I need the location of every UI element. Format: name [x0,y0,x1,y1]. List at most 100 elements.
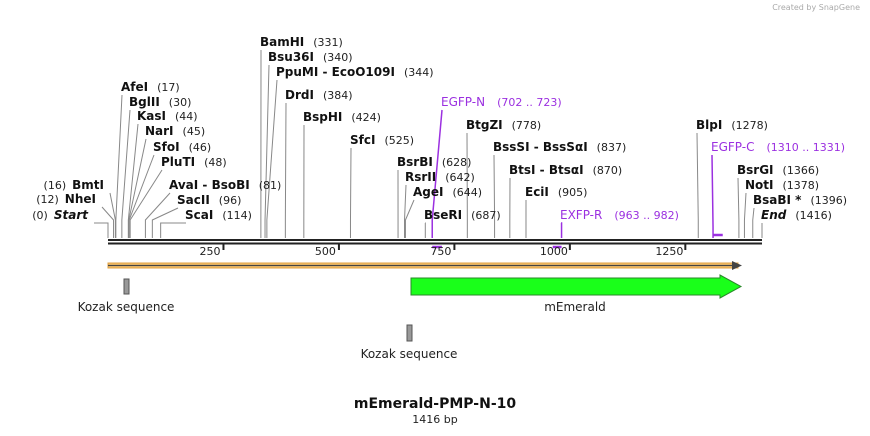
site-name: BsrGI [737,163,774,177]
site-bsrgi[interactable]: BsrGI (1366) [737,163,819,178]
site-bsrbi[interactable]: BsrBI (628) [397,155,471,170]
site-position: (384) [322,89,353,102]
memerald-feature [410,274,743,299]
site-name: AgeI [413,185,444,199]
primer-egfp-c[interactable]: EGFP-C (1310 .. 1331) [711,140,845,155]
site-bglii[interactable]: BglII (30) [129,95,191,110]
site-name: BtsI - BtsαI [509,163,584,177]
leader-line [264,64,270,238]
site-bseri[interactable]: BseRI (687) [424,208,501,223]
site-kasi[interactable]: KasI (44) [137,109,198,124]
site-name: BtgZI [466,118,503,132]
site-pluti[interactable]: PluTI (48) [161,155,227,170]
site-position: (48) [204,156,227,169]
leader-line [94,222,109,238]
scale-tick-label: 500 [314,245,336,258]
map-length: 1416 bp [412,413,458,426]
site-name: Bsu36I [268,50,314,64]
site-nari[interactable]: NarI (45) [145,124,205,139]
kozak-feature-2 [406,324,413,342]
site-position: (344) [403,66,434,79]
primer-exfp-r[interactable]: EXFP-R (963 .. 982) [560,208,679,223]
snapgene-credit: Created by SnapGene [772,3,860,12]
site-position: (44) [175,110,198,123]
site-position: (1366) [782,164,820,177]
site-name: DrdI [285,88,314,102]
primer-egfp-n[interactable]: EGFP-N (702 .. 723) [441,95,562,110]
site-avai-bsobi[interactable]: AvaI - BsoBI (81) [169,178,281,193]
site-position: (114) [222,209,252,222]
site-position: (45) [182,125,206,138]
site-bsabi[interactable]: BsaBI * (1396) [753,193,847,208]
site-name: NarI [145,124,174,138]
feature-label-kozak-2[interactable]: Kozak sequence [360,347,458,361]
site-position: (870) [592,164,623,177]
site-bamhi[interactable]: BamHI (331) [260,35,343,50]
site-name: NheI [64,192,96,206]
site-agei[interactable]: AgeI (644) [413,185,482,200]
site-name: KasI [137,109,167,123]
leader-line [109,192,116,238]
site-bsu36i[interactable]: Bsu36I (340) [268,50,353,65]
site-sacii[interactable]: SacII (96) [177,193,241,208]
site-position: (1378) [782,179,820,192]
leader-line [743,192,747,238]
site-nhei[interactable]: (12) NheI [36,192,96,207]
site-sfci[interactable]: SfcI (525) [350,133,414,148]
leader-line [128,154,155,238]
site-name: ScaI [185,208,214,222]
site-name: NotI [745,178,774,192]
site-position: (16) [43,179,67,192]
site-start[interactable]: (0) Start [32,208,88,223]
site-ppumi-ecoo109i[interactable]: PpuMI - EcoO109I (344) [276,65,434,80]
leader-line [493,154,496,238]
site-ecii[interactable]: EciI (905) [525,185,587,200]
site-sfoi[interactable]: SfoI (46) [153,140,211,155]
site-name: SfoI [153,140,180,154]
site-name: PpuMI - EcoO109I [276,65,395,79]
site-position: (687) [471,209,501,222]
site-position: (96) [218,194,242,207]
site-afei[interactable]: AfeI (17) [121,80,180,95]
leader-line [404,199,415,238]
site-rsrii[interactable]: RsrII (642) [405,170,475,185]
leader-line [266,79,278,238]
leader-line [696,132,699,238]
kozak-feature-1 [123,278,130,295]
site-name: BglII [129,95,160,109]
leader-line [115,94,123,238]
map-title: mEmerald-PMP-N-10 [353,396,517,412]
site-position: (1396) [810,194,848,207]
leader-line [144,192,171,238]
site-name: BlpI [696,118,723,132]
feature-label-memerald[interactable]: mEmerald [544,300,606,314]
scale-tick-label: 250 [199,245,221,258]
site-end[interactable]: End (1416) [761,208,832,223]
site-scai[interactable]: ScaI (114) [185,208,252,223]
feature-label-kozak-1[interactable]: Kozak sequence [77,300,175,314]
site-position: (331) [313,36,343,49]
site-position: (963 .. 982) [614,209,679,222]
site-drdi[interactable]: DrdI (384) [285,88,353,103]
site-position: (644) [452,186,483,199]
site-position: (905) [557,186,588,199]
site-btgzi[interactable]: BtgZI (778) [466,118,541,133]
site-name: BsrBI [397,155,433,169]
site-bmti[interactable]: (16) BmtI [44,178,104,193]
site-position: (837) [596,141,627,154]
site-name: Start [53,208,88,222]
orf-arrowhead [732,261,742,270]
leader-line [129,169,163,238]
site-btsi-bts-i[interactable]: BtsI - BtsαI (870) [509,163,622,178]
site-name: BssSI - BssSαI [493,140,588,154]
site-noti[interactable]: NotI (1378) [745,178,819,193]
leader-line [284,102,287,238]
site-blpi[interactable]: BlpI (1278) [696,118,768,133]
site-name: BseRI [424,208,463,222]
leader-line [404,184,407,238]
site-name: SfcI [350,133,376,147]
site-position: (12) [36,193,59,206]
site-bsphi[interactable]: BspHI (424) [303,110,381,125]
site-bsssi-bsss-i[interactable]: BssSI - BssSαI (837) [493,140,626,155]
